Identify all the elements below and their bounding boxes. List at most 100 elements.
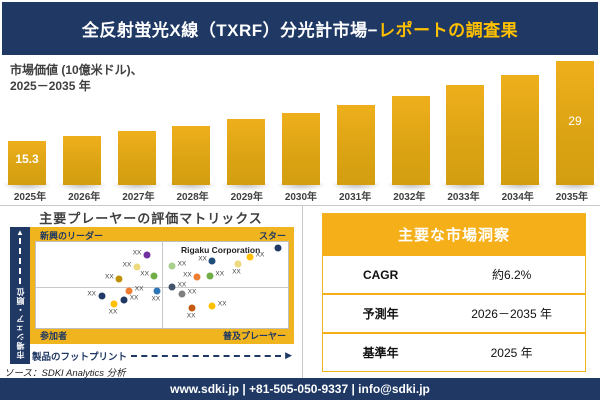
matrix-point-label: XX: [217, 300, 227, 308]
x-axis-tick-label: 2026年: [68, 192, 101, 203]
bar: [62, 136, 101, 185]
quadrant-label-pervasive-players: 普及プレーヤー: [222, 331, 286, 341]
matrix-scatter-plot: Rigaku Corporation XX XX XX XX XX XX XX XX XX XX X…: [35, 241, 289, 329]
footer-contact-text: www.sdki.jp | +81-505-050-9337 | info@sd…: [170, 382, 430, 396]
chart-axis-label-line2: 2025－2035 年: [10, 79, 91, 94]
bar: 15.3: [8, 141, 46, 185]
matrix-point-label: XX: [177, 281, 187, 289]
forecast-years-value: 2026－2035 年: [471, 307, 552, 321]
matrix-frame: 新興のリーダー スター 参加者 普及プレーヤー Rigaku Corporati…: [30, 227, 294, 344]
matrix-data-point: XX: [206, 271, 224, 280]
bar: 29: [555, 61, 594, 185]
bar-column: 15.3: [2, 59, 52, 191]
table-row-cagr: CAGR 約6.2%: [323, 254, 585, 293]
matrix-point-label: XX: [198, 255, 207, 263]
bar-value-label: 29: [568, 114, 582, 128]
matrix-point-label: XX: [108, 308, 118, 316]
matrix-point-label: XX: [134, 285, 144, 293]
x-axis-tick-label: 2028年: [176, 192, 209, 203]
matrix-data-point: XX: [87, 291, 106, 300]
matrix-data-point: XX: [140, 270, 158, 280]
bar-chart: 15.3 29: [2, 59, 600, 191]
x-axis-tick-label: 2034年: [501, 192, 534, 203]
bar: [172, 126, 211, 185]
bar-column: [330, 59, 381, 191]
matrix-data-point: XX: [168, 281, 186, 291]
matrix-data-point: XX: [178, 289, 196, 298]
bar-value-label: 15.3: [15, 152, 39, 166]
forecast-years-label: 予測年: [362, 307, 399, 321]
page-title: 全反射蛍光X線（TXRF）分光計市場−: [81, 21, 379, 40]
cagr-value: 約6.2%: [491, 268, 532, 282]
matrix-point-label: XX: [187, 288, 197, 296]
matrix-data-point: XX: [168, 261, 186, 270]
bar: [117, 131, 156, 185]
bar: [501, 75, 540, 185]
dashed-line-vertical: [19, 238, 21, 284]
matrix-y-axis: ▲ 市場シェア・順位: [10, 227, 30, 364]
insights-table-title: 主要な市場洞察: [323, 214, 585, 254]
matrix-data-point: XX: [208, 300, 227, 310]
table-row-forecast-years: 予測年 2026－2035 年: [323, 293, 585, 332]
matrix-data-point: XX: [133, 249, 151, 259]
x-axis-tick-label: 2027年: [122, 192, 155, 203]
bar-column: [166, 59, 217, 191]
matrix-point-label: XX: [255, 251, 265, 259]
bar-column: [56, 59, 107, 191]
x-axis-tick-label: 2031年: [339, 192, 372, 203]
arrow-right-icon: ▶: [285, 350, 292, 360]
matrix-point-label: XX: [104, 273, 114, 281]
quadrant-label-star: スター: [258, 231, 286, 241]
cagr-label: CAGR: [362, 267, 399, 282]
bar-column: [275, 59, 326, 191]
header-banner: 全反射蛍光X線（TXRF）分光計市場− レポートの調査果: [2, 2, 598, 55]
chart-axis-label-line1: 市場価値 (10億米ドル)、: [10, 63, 143, 77]
matrix-data-point: XX: [246, 251, 264, 261]
matrix-data-point: XX: [120, 295, 138, 304]
bar: [227, 119, 266, 185]
matrix-point-label: XX: [177, 260, 187, 268]
matrix-data-point: XX: [105, 273, 123, 283]
quadrant-label-emerging-leaders: 新興のリーダー: [40, 231, 104, 241]
bar: [281, 113, 320, 185]
bar-column: [385, 59, 436, 191]
matrix-data-point: XX: [125, 286, 143, 295]
matrix-point-label: XX: [87, 290, 97, 298]
bar-column: [495, 59, 546, 191]
x-axis-tick-label: 2032年: [393, 192, 426, 203]
matrix-point-label: XX: [186, 312, 196, 320]
arrow-up-icon: ▲: [16, 228, 24, 237]
x-axis-tick-label: 2029年: [230, 192, 263, 203]
source-note: ソース：SDKI Analytics 分析: [4, 368, 126, 379]
bar: [391, 96, 430, 185]
bar-column: [111, 59, 162, 191]
bar-column: [440, 59, 491, 191]
matrix-point-label: XX: [215, 270, 225, 278]
page-title-accent: レポートの調査果: [378, 21, 519, 40]
matrix-data-point: XX: [183, 272, 201, 281]
matrix-data-point: [274, 244, 282, 252]
matrix-y-axis-label: 市場シェア・順位: [15, 287, 25, 360]
matrix-data-point: XX: [109, 300, 118, 315]
vertical-divider: [302, 205, 303, 378]
matrix-point-label: XX: [140, 270, 149, 278]
table-row-base-year: 基準年 2025 年: [323, 332, 585, 371]
matrix-point-label: XX: [232, 268, 241, 275]
matrix-data-point: XX: [232, 260, 242, 275]
matrix-x-axis-label: 製品のフットプリント: [32, 351, 128, 363]
matrix-title: 主要プレーヤーの評価マトリックス: [39, 211, 263, 226]
player-matrix: ▲ 市場シェア・順位 新興のリーダー スター 参加者 普及プレーヤー Rigak…: [10, 227, 294, 364]
chart-axis-label: 市場価値 (10億米ドル)、 2025－2035 年: [10, 62, 143, 94]
x-axis-tick-label: 2025年: [13, 192, 47, 203]
footer-contact-bar: www.sdki.jp | +81-505-050-9337 | info@sd…: [0, 378, 600, 400]
x-axis-tick-label: 2033年: [447, 192, 480, 203]
bar-column: [221, 59, 272, 191]
x-axis-tick-label: 2030年: [284, 192, 318, 203]
base-year-value: 2025 年: [490, 346, 533, 360]
quadrant-label-participants: 参加者: [40, 331, 68, 341]
matrix-data-point: XX: [151, 287, 161, 303]
matrix-point-label: XX: [183, 271, 192, 279]
horizontal-divider: [0, 205, 600, 206]
bar: [336, 105, 375, 185]
x-axis-tick-label: 2035年: [555, 192, 588, 203]
